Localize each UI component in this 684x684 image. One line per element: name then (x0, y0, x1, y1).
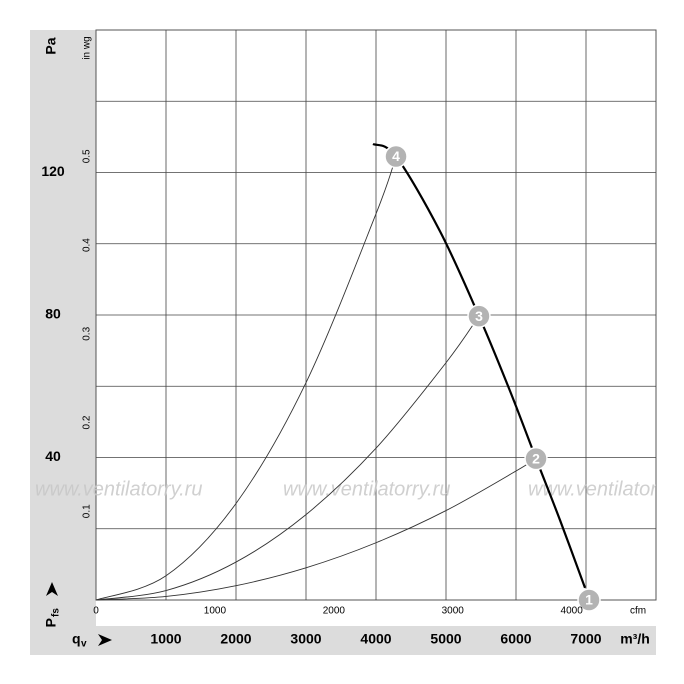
x-tick-label: 5000 (430, 631, 461, 647)
flow-subscript: v (81, 639, 87, 650)
x2-tick-label: 1000 (204, 606, 227, 617)
system-curve (95, 315, 480, 601)
y-tick-label: 80 (45, 306, 61, 322)
operating-point (467, 304, 491, 328)
x-tick-label: 3000 (290, 631, 321, 647)
y2-tick-label: 0.1 (82, 504, 93, 518)
arrow (98, 634, 112, 646)
system-curve (95, 156, 397, 601)
y2-tick-label: 0.2 (82, 415, 93, 429)
y2-axis-label: in wg (82, 36, 93, 59)
x2-tick-label: 0 (93, 606, 99, 617)
flow-symbol: q (72, 631, 81, 647)
operating-point-label: 3 (475, 308, 483, 324)
x-tick-label: 6000 (500, 631, 531, 647)
y-axis-label: Pa (43, 37, 59, 54)
pressure-symbol: P (43, 618, 59, 627)
operating-point-label: 2 (532, 450, 540, 466)
x-tick-label: 7000 (570, 631, 601, 647)
bottom-band (30, 626, 656, 655)
y2-tick-label: 0.4 (82, 238, 93, 252)
fan-curve (372, 142, 587, 589)
flow-symbol-group: q v (72, 631, 112, 650)
x-axis-label: m³/h (620, 631, 650, 647)
pressure-subscript: fs (51, 608, 62, 617)
watermark: www.ventilatorry.ru (35, 478, 202, 500)
watermark: www.ventilatorry.ru (528, 478, 684, 500)
system-curve (95, 458, 537, 601)
x-tick-label: 2000 (220, 631, 251, 647)
pressure-symbol-group: P fs (43, 582, 62, 627)
y-tick-label: 120 (41, 163, 65, 179)
y2-tick-label: 0.5 (82, 149, 93, 163)
operating-point (524, 446, 548, 471)
arrow (46, 582, 58, 596)
watermark: www.ventilatorry.ru (283, 478, 450, 500)
x2-tick-label: 4000 (561, 606, 584, 617)
x2-axis-label: cfm (630, 606, 646, 617)
operating-point (577, 588, 601, 612)
y2-tick-label: 0.3 (82, 326, 93, 340)
x-tick-label: 4000 (360, 631, 391, 647)
left-band (30, 30, 96, 655)
operating-point (384, 144, 408, 169)
operating-point-label: 4 (392, 148, 400, 164)
y-tick-label: 40 (45, 448, 61, 464)
x-tick-label: 1000 (150, 631, 181, 647)
x2-tick-label: 3000 (442, 606, 465, 617)
operating-point-label: 1 (585, 592, 593, 608)
x2-tick-label: 2000 (323, 606, 346, 617)
